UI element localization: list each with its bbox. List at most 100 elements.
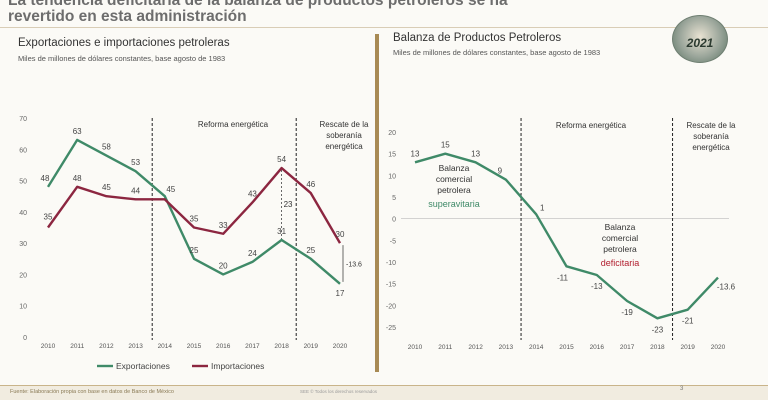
surplus-annotation: comercial [436, 174, 472, 184]
left-chart-title: Exportaciones e importaciones petroleras [18, 37, 230, 49]
data-label-exportaciones: 17 [336, 289, 345, 298]
y-tick-label: 40 [19, 210, 27, 217]
x-tick-label: 2018 [650, 344, 665, 351]
footer-copyright: SEE © Todos los derechos reservados [300, 389, 378, 394]
y-tick-label: -5 [390, 238, 396, 245]
y-tick-label: -15 [386, 282, 396, 289]
data-label-balanza: -13.6 [717, 283, 736, 292]
data-label-importaciones: 30 [336, 230, 345, 239]
rescue-annotation: energética [692, 143, 730, 152]
data-label-importaciones: 33 [219, 221, 228, 230]
data-label-exportaciones: 25 [306, 246, 315, 255]
reform-annotation: Reforma energética [556, 121, 627, 130]
data-label-importaciones: 44 [131, 186, 140, 195]
data-label-balanza: -23 [652, 325, 664, 334]
y-tick-label: 20 [388, 130, 396, 137]
exports-imports-line-chart: 0 10 20 30 40 50 60 70 2010 2011 2012 2013 2014 2015 2… [19, 116, 369, 371]
series-line-balanza [414, 152, 719, 320]
data-label-importaciones: 35 [190, 215, 199, 224]
deficit-word: deficitaria [601, 258, 640, 268]
data-label-importaciones: 48 [73, 174, 82, 183]
y-tick-label: 5 [392, 195, 396, 202]
gap-2018-label: 23 [284, 200, 293, 209]
x-tick-label: 2011 [438, 344, 452, 351]
data-label-balanza: 13 [471, 149, 480, 158]
data-label-importaciones: 54 [277, 155, 286, 164]
x-tick-label: 2020 [333, 343, 348, 350]
reform-annotation: Reforma energética [198, 120, 269, 129]
data-label-balanza: 15 [441, 141, 450, 150]
x-tick-label: 2012 [99, 343, 114, 350]
x-tick-label: 2014 [158, 343, 173, 350]
x-tick-label: 2018 [274, 343, 289, 350]
data-label-balanza: 9 [498, 167, 503, 176]
year-2021-logo: 2021 [672, 15, 728, 63]
data-label-balanza: 13 [411, 149, 420, 158]
x-tick-label: 2013 [128, 343, 143, 350]
x-tick-label: 2015 [187, 343, 202, 350]
page-number: 3 [680, 386, 684, 392]
right-chart-subtitle: Miles de millones de dólares constantes,… [393, 48, 601, 57]
x-tick-label: 2012 [468, 344, 483, 351]
x-tick-label: 2013 [499, 344, 514, 351]
data-label-importaciones: 35 [44, 213, 53, 222]
data-label-importaciones: 45 [102, 183, 111, 192]
x-tick-label: 2010 [41, 343, 56, 350]
x-tick-label: 2011 [70, 343, 84, 350]
surplus-annotation: petrolera [437, 185, 471, 195]
data-label-balanza: 1 [540, 203, 545, 212]
x-tick-label: 2017 [245, 343, 260, 350]
data-label-exportaciones: 53 [131, 158, 140, 167]
data-label-exportaciones: 58 [102, 143, 111, 152]
data-label-exportaciones: 45 [166, 185, 175, 194]
y-tick-label: 70 [19, 116, 27, 123]
data-label-exportaciones: 20 [219, 261, 228, 270]
slide-headline: La tendencia deficitaria de la balanza d… [8, 0, 728, 25]
y-tick-label: 0 [23, 335, 27, 342]
surplus-annotation: Balanza [439, 163, 470, 173]
right-chart-title: Balanza de Productos Petroleros [393, 32, 562, 44]
x-tick-label: 2014 [529, 344, 544, 351]
rescue-annotation: soberanía [693, 132, 729, 141]
x-tick-label: 2015 [559, 344, 574, 351]
footer-rule [0, 385, 768, 386]
x-tick-label: 2016 [216, 343, 231, 350]
series-line-exportaciones [46, 138, 341, 285]
data-label-exportaciones: 63 [73, 127, 82, 136]
left-chart-subtitle: Miles de millones de dólares constantes,… [18, 54, 226, 63]
y-tick-label: 15 [388, 152, 396, 159]
legend-label-exportaciones: Exportaciones [116, 361, 170, 371]
data-label-exportaciones: 24 [248, 249, 257, 258]
header-rule [0, 27, 768, 28]
deficit-annotation: comercial [602, 233, 638, 243]
data-label-exportaciones: 31 [277, 227, 286, 236]
data-label-exportaciones: 25 [190, 246, 199, 255]
rescue-annotation: Rescate de la [320, 120, 369, 129]
footer-bar [0, 385, 768, 400]
y-tick-label: 10 [19, 304, 27, 311]
data-label-importaciones: 43 [248, 189, 257, 198]
y-tick-label: 10 [388, 173, 396, 180]
x-tick-label: 2019 [304, 343, 319, 350]
y-tick-label: 0 [392, 217, 396, 224]
x-tick-label: 2020 [711, 344, 726, 351]
y-tick-label: -20 [386, 303, 396, 310]
logo-year-text: 2021 [686, 36, 714, 50]
y-tick-label: -10 [386, 260, 396, 267]
series-line-importaciones [47, 166, 342, 244]
data-label-balanza: -13 [591, 282, 603, 291]
surplus-word: superavitaria [428, 199, 480, 209]
data-label-balanza: -11 [557, 273, 569, 282]
x-tick-label: 2016 [590, 344, 605, 351]
y-tick-label: 20 [19, 272, 27, 279]
rescue-annotation: soberanía [326, 131, 362, 140]
data-label-balanza: -19 [621, 308, 633, 317]
y-tick-label: 60 [19, 147, 27, 154]
headline-line-1: La tendencia deficitaria de la balanza d… [8, 0, 508, 9]
headline-line-2: revertido en esta administración [8, 8, 247, 25]
data-label-importaciones: 46 [306, 180, 315, 189]
y-tick-label: 30 [19, 241, 27, 248]
rescue-annotation: energética [325, 142, 363, 151]
data-label-balanza: -21 [682, 317, 694, 326]
